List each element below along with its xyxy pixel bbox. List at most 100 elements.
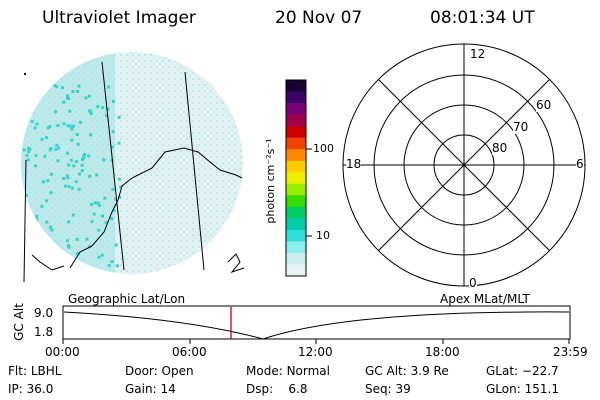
intense-pixel [45, 199, 48, 203]
altitude-curve [63, 311, 570, 340]
intense-pixel [87, 109, 91, 113]
intense-pixel [105, 113, 108, 117]
intense-pixel [93, 201, 97, 205]
intense-pixel [80, 163, 84, 167]
intense-pixel [55, 85, 59, 89]
colorbar-band [286, 137, 306, 150]
geo-map-label: Geographic Lat/Lon [68, 292, 186, 306]
intense-pixel [90, 220, 94, 224]
intense-pixel [107, 264, 111, 267]
polar-diagonal-2 [378, 79, 550, 251]
intense-pixel [68, 109, 72, 113]
colorbar-band [286, 183, 306, 196]
status-glat: GLat: −22.7 [486, 364, 559, 378]
intense-pixel [66, 96, 70, 100]
intense-pixel [49, 191, 53, 195]
intense-pixel [67, 185, 71, 189]
intense-pixel [110, 260, 114, 264]
intense-pixel [50, 228, 54, 232]
intense-pixel [35, 217, 39, 221]
intense-pixel [84, 96, 88, 100]
status-dsp: Dsp: 6.8 [246, 382, 308, 396]
intense-pixel [43, 154, 47, 158]
intense-pixel [33, 126, 37, 130]
intense-pixel [87, 154, 91, 158]
intense-pixel [61, 86, 64, 90]
intense-pixel [83, 153, 86, 156]
colorbar-band [286, 80, 306, 93]
intense-pixel [69, 158, 73, 162]
intense-pixel [110, 217, 114, 221]
polar-label-right: 6 [576, 157, 584, 171]
meridian-line-2 [184, 71, 205, 271]
intense-pixel [46, 126, 50, 130]
colorbar-band [286, 252, 306, 265]
status-gcalt: GC Alt: 3.9 Re [365, 364, 449, 378]
x-tick-label-3: 18:00 [425, 345, 460, 359]
intense-pixel [40, 137, 44, 141]
intense-pixel [104, 221, 108, 225]
intense-pixel [49, 225, 52, 229]
intense-pixel [114, 243, 118, 247]
colorbar-band [286, 264, 306, 277]
intense-pixel [55, 143, 59, 147]
colorbar-band [286, 195, 306, 208]
intense-pixel [97, 228, 101, 232]
intense-pixel [101, 214, 104, 218]
stray-dot [24, 73, 26, 75]
intense-pixel [54, 147, 58, 151]
intense-pixel [76, 90, 79, 93]
intense-pixel [35, 214, 39, 218]
intense-pixel [117, 177, 121, 181]
intense-pixel [54, 110, 58, 114]
x-tick-label-2: 12:00 [298, 345, 333, 359]
status-gain: Gain: 14 [125, 382, 176, 396]
intense-pixel [80, 169, 84, 173]
status-flt: Flt: LBHL [8, 364, 62, 378]
intense-pixel [56, 124, 60, 127]
intense-pixel [56, 159, 60, 163]
intense-pixel [65, 239, 69, 243]
intense-pixel [71, 89, 75, 93]
intense-pixel [76, 252, 79, 256]
intense-pixel [62, 100, 66, 104]
intense-pixel [71, 186, 74, 190]
intense-pixel [74, 160, 78, 164]
intense-pixel [89, 112, 93, 115]
intense-pixel [102, 158, 106, 162]
intense-pixel [45, 136, 48, 140]
intense-pixel [101, 106, 105, 109]
polar-lat-70: 70 [513, 120, 529, 134]
intense-pixel [95, 173, 99, 177]
intense-pixel [71, 213, 75, 217]
intense-pixel [112, 208, 116, 212]
x-tick-label-0: 00:00 [45, 345, 80, 359]
date-readout: 20 Nov 07 [275, 8, 363, 28]
intense-pixel [111, 188, 115, 191]
altitude-ytick-min: 1.8 [34, 325, 54, 339]
intense-pixel [85, 237, 89, 241]
apex-map-label: Apex MLat/MLT [440, 292, 530, 306]
polar-label-left: 18 [346, 157, 362, 171]
intense-pixels [22, 80, 123, 272]
app-title: Ultraviolet Imager [42, 8, 196, 28]
status-seq: Seq: 39 [365, 382, 411, 396]
intense-pixel [67, 163, 71, 167]
intense-pixel [66, 176, 70, 180]
intense-pixel [34, 164, 38, 168]
intense-pixel [97, 204, 101, 207]
colorbar-label-100: 100 [313, 142, 334, 155]
colorbar-band [286, 126, 306, 139]
colorbar-band [286, 149, 306, 162]
intense-pixel [103, 196, 107, 200]
altitude-ytick-max: 9.0 [34, 306, 54, 320]
x-tick-label-1: 06:00 [172, 345, 207, 359]
intense-pixel [34, 154, 38, 158]
intense-pixel [100, 253, 104, 257]
intense-pixel [112, 99, 115, 103]
intense-pixel [72, 164, 76, 168]
intense-pixel [48, 125, 52, 128]
intense-pixel [96, 105, 100, 108]
